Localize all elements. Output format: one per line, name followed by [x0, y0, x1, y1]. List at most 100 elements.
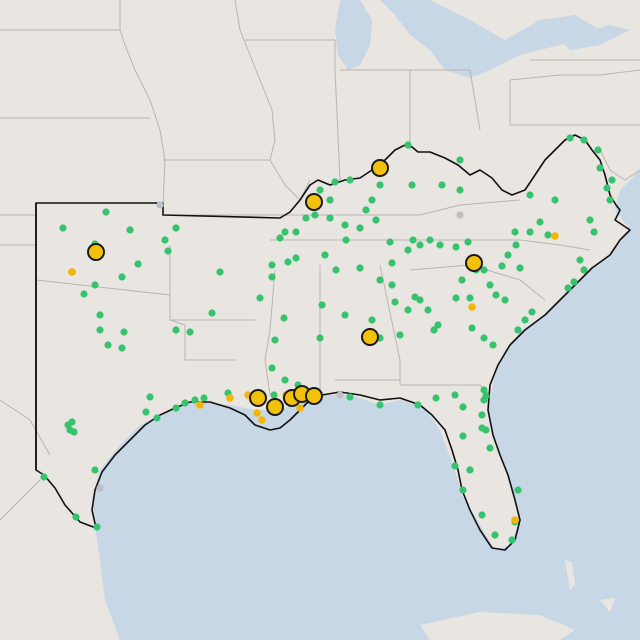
station-marker-ok[interactable] — [452, 294, 460, 302]
station-marker-ok[interactable] — [458, 276, 466, 284]
station-marker-ok[interactable] — [388, 259, 396, 267]
station-marker-ok[interactable] — [346, 393, 354, 401]
highlighted-station-marker[interactable] — [305, 387, 323, 405]
station-marker-ok[interactable] — [386, 238, 394, 246]
station-marker-ok[interactable] — [164, 247, 172, 255]
station-marker-ok[interactable] — [468, 324, 476, 332]
station-marker-ok[interactable] — [40, 473, 48, 481]
station-marker-ok[interactable] — [96, 326, 104, 334]
station-marker-ok[interactable] — [480, 334, 488, 342]
station-marker-ok[interactable] — [276, 234, 284, 242]
station-marker-warning[interactable] — [296, 404, 304, 412]
station-marker-ok[interactable] — [514, 326, 522, 334]
station-marker-ok[interactable] — [514, 486, 522, 494]
station-marker-ok[interactable] — [391, 298, 399, 306]
station-marker-ok[interactable] — [456, 186, 464, 194]
station-marker-ok[interactable] — [482, 426, 490, 434]
station-marker-ok[interactable] — [59, 224, 67, 232]
station-marker-ok[interactable] — [104, 341, 112, 349]
station-marker-ok[interactable] — [93, 523, 101, 531]
station-marker-warning[interactable] — [511, 516, 519, 524]
station-marker-inactive[interactable] — [156, 201, 164, 209]
station-marker-ok[interactable] — [576, 256, 584, 264]
station-marker-ok[interactable] — [424, 306, 432, 314]
station-marker-ok[interactable] — [504, 251, 512, 259]
station-marker-warning[interactable] — [551, 232, 559, 240]
station-marker-ok[interactable] — [459, 432, 467, 440]
station-marker-ok[interactable] — [590, 228, 598, 236]
station-marker-ok[interactable] — [498, 262, 506, 270]
station-marker-ok[interactable] — [271, 336, 279, 344]
station-marker-ok[interactable] — [430, 326, 438, 334]
station-marker-ok[interactable] — [608, 176, 616, 184]
station-marker-ok[interactable] — [80, 290, 88, 298]
station-marker-ok[interactable] — [408, 181, 416, 189]
station-marker-inactive[interactable] — [96, 484, 104, 492]
station-marker-ok[interactable] — [466, 294, 474, 302]
station-marker-ok[interactable] — [280, 314, 288, 322]
station-marker-ok[interactable] — [126, 226, 134, 234]
highlighted-station-marker[interactable] — [266, 398, 284, 416]
station-marker-warning[interactable] — [68, 268, 76, 276]
station-marker-ok[interactable] — [586, 216, 594, 224]
station-marker-ok[interactable] — [434, 321, 442, 329]
station-marker-warning[interactable] — [226, 394, 234, 402]
station-marker-ok[interactable] — [200, 394, 208, 402]
station-marker-ok[interactable] — [426, 236, 434, 244]
station-marker-ok[interactable] — [416, 241, 424, 249]
station-marker-warning[interactable] — [253, 409, 261, 417]
station-marker-ok[interactable] — [120, 328, 128, 336]
station-marker-ok[interactable] — [256, 294, 264, 302]
station-marker-ok[interactable] — [268, 273, 276, 281]
station-marker-ok[interactable] — [376, 401, 384, 409]
station-marker-ok[interactable] — [480, 266, 488, 274]
station-marker-ok[interactable] — [511, 228, 519, 236]
station-marker-ok[interactable] — [281, 376, 289, 384]
station-marker-ok[interactable] — [332, 266, 340, 274]
station-marker-ok[interactable] — [284, 258, 292, 266]
station-marker-ok[interactable] — [342, 236, 350, 244]
station-marker-ok[interactable] — [388, 281, 396, 289]
station-marker-ok[interactable] — [186, 328, 194, 336]
station-marker-ok[interactable] — [456, 156, 464, 164]
station-marker-ok[interactable] — [341, 221, 349, 229]
highlighted-station-marker[interactable] — [465, 254, 483, 272]
station-marker-ok[interactable] — [459, 486, 467, 494]
station-marker-ok[interactable] — [102, 208, 110, 216]
highlighted-station-marker[interactable] — [87, 243, 105, 261]
station-marker-ok[interactable] — [596, 164, 604, 172]
station-marker-ok[interactable] — [521, 316, 529, 324]
station-marker-ok[interactable] — [404, 246, 412, 254]
station-marker-ok[interactable] — [153, 414, 161, 422]
station-marker-ok[interactable] — [536, 218, 544, 226]
station-marker-ok[interactable] — [478, 511, 486, 519]
station-marker-inactive[interactable] — [456, 211, 464, 219]
station-marker-ok[interactable] — [512, 241, 520, 249]
station-marker-ok[interactable] — [118, 344, 126, 352]
station-marker-ok[interactable] — [492, 291, 500, 299]
station-marker-ok[interactable] — [302, 214, 310, 222]
station-marker-ok[interactable] — [409, 236, 417, 244]
highlighted-station-marker[interactable] — [361, 328, 379, 346]
station-marker-ok[interactable] — [191, 396, 199, 404]
station-marker-ok[interactable] — [489, 341, 497, 349]
station-marker-ok[interactable] — [580, 266, 588, 274]
station-marker-ok[interactable] — [96, 311, 104, 319]
station-marker-ok[interactable] — [134, 260, 142, 268]
station-marker-ok[interactable] — [172, 404, 180, 412]
station-marker-warning[interactable] — [468, 303, 476, 311]
station-marker-ok[interactable] — [146, 393, 154, 401]
station-marker-ok[interactable] — [376, 276, 384, 284]
station-marker-ok[interactable] — [451, 391, 459, 399]
station-marker-ok[interactable] — [281, 228, 289, 236]
station-marker-ok[interactable] — [208, 309, 216, 317]
station-marker-ok[interactable] — [526, 191, 534, 199]
station-marker-ok[interactable] — [594, 146, 602, 154]
station-marker-warning[interactable] — [196, 401, 204, 409]
station-marker-warning[interactable] — [258, 416, 266, 424]
station-marker-ok[interactable] — [368, 316, 376, 324]
station-marker-ok[interactable] — [414, 401, 422, 409]
station-marker-ok[interactable] — [70, 428, 78, 436]
station-marker-ok[interactable] — [432, 394, 440, 402]
station-marker-ok[interactable] — [172, 326, 180, 334]
